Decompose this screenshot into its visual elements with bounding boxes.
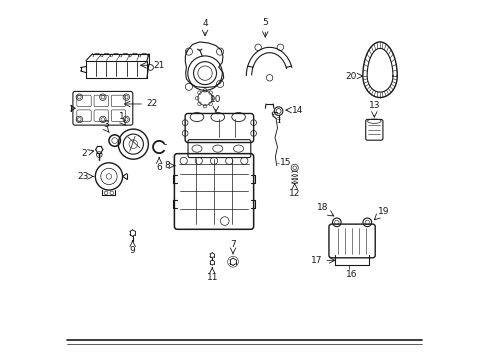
- Text: 13: 13: [368, 101, 379, 110]
- Text: 10: 10: [210, 95, 221, 104]
- Text: 16: 16: [346, 270, 357, 279]
- Text: 14: 14: [291, 105, 303, 114]
- Text: 8: 8: [164, 161, 169, 170]
- Text: 11: 11: [206, 273, 218, 282]
- Text: 5: 5: [262, 18, 267, 27]
- Text: 17: 17: [310, 256, 322, 265]
- Text: 1: 1: [119, 112, 124, 121]
- Text: 6: 6: [156, 163, 162, 172]
- Text: 22: 22: [145, 99, 157, 108]
- Text: 20: 20: [345, 72, 356, 81]
- Text: 12: 12: [288, 189, 300, 198]
- Text: 4: 4: [202, 19, 207, 28]
- Text: 15: 15: [279, 158, 290, 167]
- Text: 19: 19: [377, 207, 389, 216]
- Text: 2: 2: [81, 149, 87, 158]
- Text: 18: 18: [317, 203, 328, 212]
- Text: 23: 23: [77, 172, 89, 181]
- Text: 3: 3: [103, 120, 109, 129]
- Text: 7: 7: [230, 240, 235, 249]
- Text: 9: 9: [129, 246, 135, 255]
- Text: 21: 21: [153, 61, 164, 70]
